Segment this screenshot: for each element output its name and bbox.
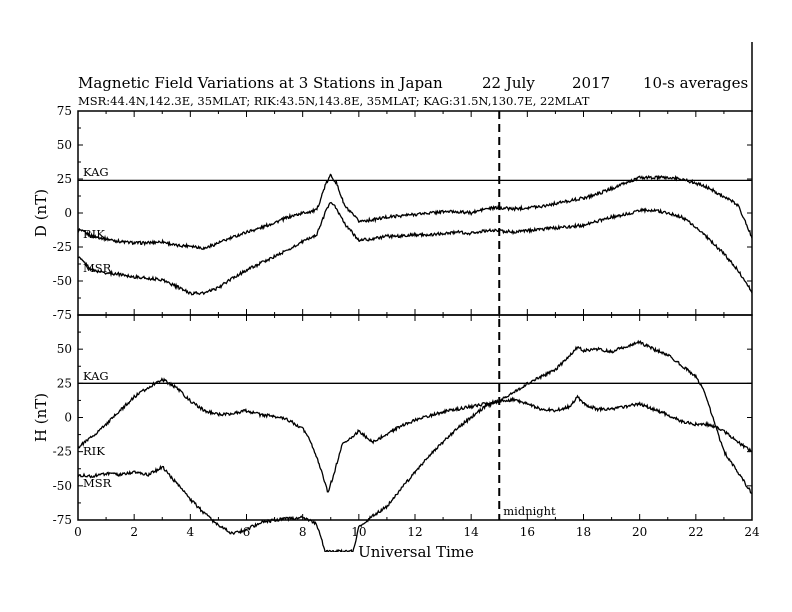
h-x-tick-label: 4 [187, 525, 195, 539]
h-x-tick-label: 0 [74, 525, 82, 539]
d-y-tick-label: -25 [53, 240, 72, 254]
h-y-tick-label: 0 [64, 411, 72, 425]
d-y-tick-label: 50 [57, 138, 72, 152]
h-series-msr-line [78, 339, 752, 552]
h-y-tick-label: 50 [57, 342, 72, 356]
h-y-tick-label: -75 [53, 513, 72, 527]
chart-date: 22 July [482, 74, 535, 92]
h-x-tick-label: 24 [744, 525, 760, 539]
h-series-label-msr: MSR [83, 476, 112, 490]
h-series-rik-line [78, 377, 752, 493]
h-x-tick-label: 20 [632, 525, 647, 539]
d-series-msr-line [78, 201, 752, 296]
station-coordinates: MSR:44.4N,142.3E, 35MLAT; RIK:43.5N,143.… [78, 94, 590, 108]
chart-averaging: 10-s averages [643, 74, 748, 92]
midnight-label: midnight [503, 504, 556, 518]
h-y-axis-label: H (nT) [32, 393, 50, 442]
d-series-label-rik: RIK [83, 227, 105, 241]
d-series-label-msr: MSR [83, 261, 112, 275]
x-axis-label: Universal Time [358, 543, 474, 561]
chart-title: Magnetic Field Variations at 3 Stations … [78, 74, 443, 92]
d-y-tick-label: 75 [57, 104, 72, 118]
h-series-label-kag: KAG [83, 369, 109, 383]
h-y-tick-label: -50 [53, 479, 72, 493]
h-x-tick-label: 18 [576, 525, 591, 539]
d-y-axis-label: D (nT) [32, 189, 50, 237]
h-series-label-rik: RIK [83, 444, 105, 458]
d-y-tick-label: 0 [64, 206, 72, 220]
d-y-tick-label: -75 [53, 308, 72, 322]
d-series-label-kag: KAG [83, 165, 109, 179]
h-x-tick-label: 16 [520, 525, 535, 539]
h-x-tick-label: 2 [130, 525, 138, 539]
h-x-tick-label: 8 [299, 525, 307, 539]
h-x-tick-label: 22 [688, 525, 703, 539]
h-y-tick-label: -25 [53, 445, 72, 459]
h-x-tick-label: 10 [351, 525, 366, 539]
h-x-tick-label: 6 [243, 525, 251, 539]
d-y-tick-label: 25 [57, 172, 72, 186]
chart-year: 2017 [572, 74, 610, 92]
h-x-tick-label: 12 [407, 525, 422, 539]
h-x-tick-label: 14 [464, 525, 480, 539]
h-y-tick-label: 25 [57, 376, 72, 390]
d-series-rik-line [78, 173, 752, 251]
d-y-tick-label: -50 [53, 274, 72, 288]
